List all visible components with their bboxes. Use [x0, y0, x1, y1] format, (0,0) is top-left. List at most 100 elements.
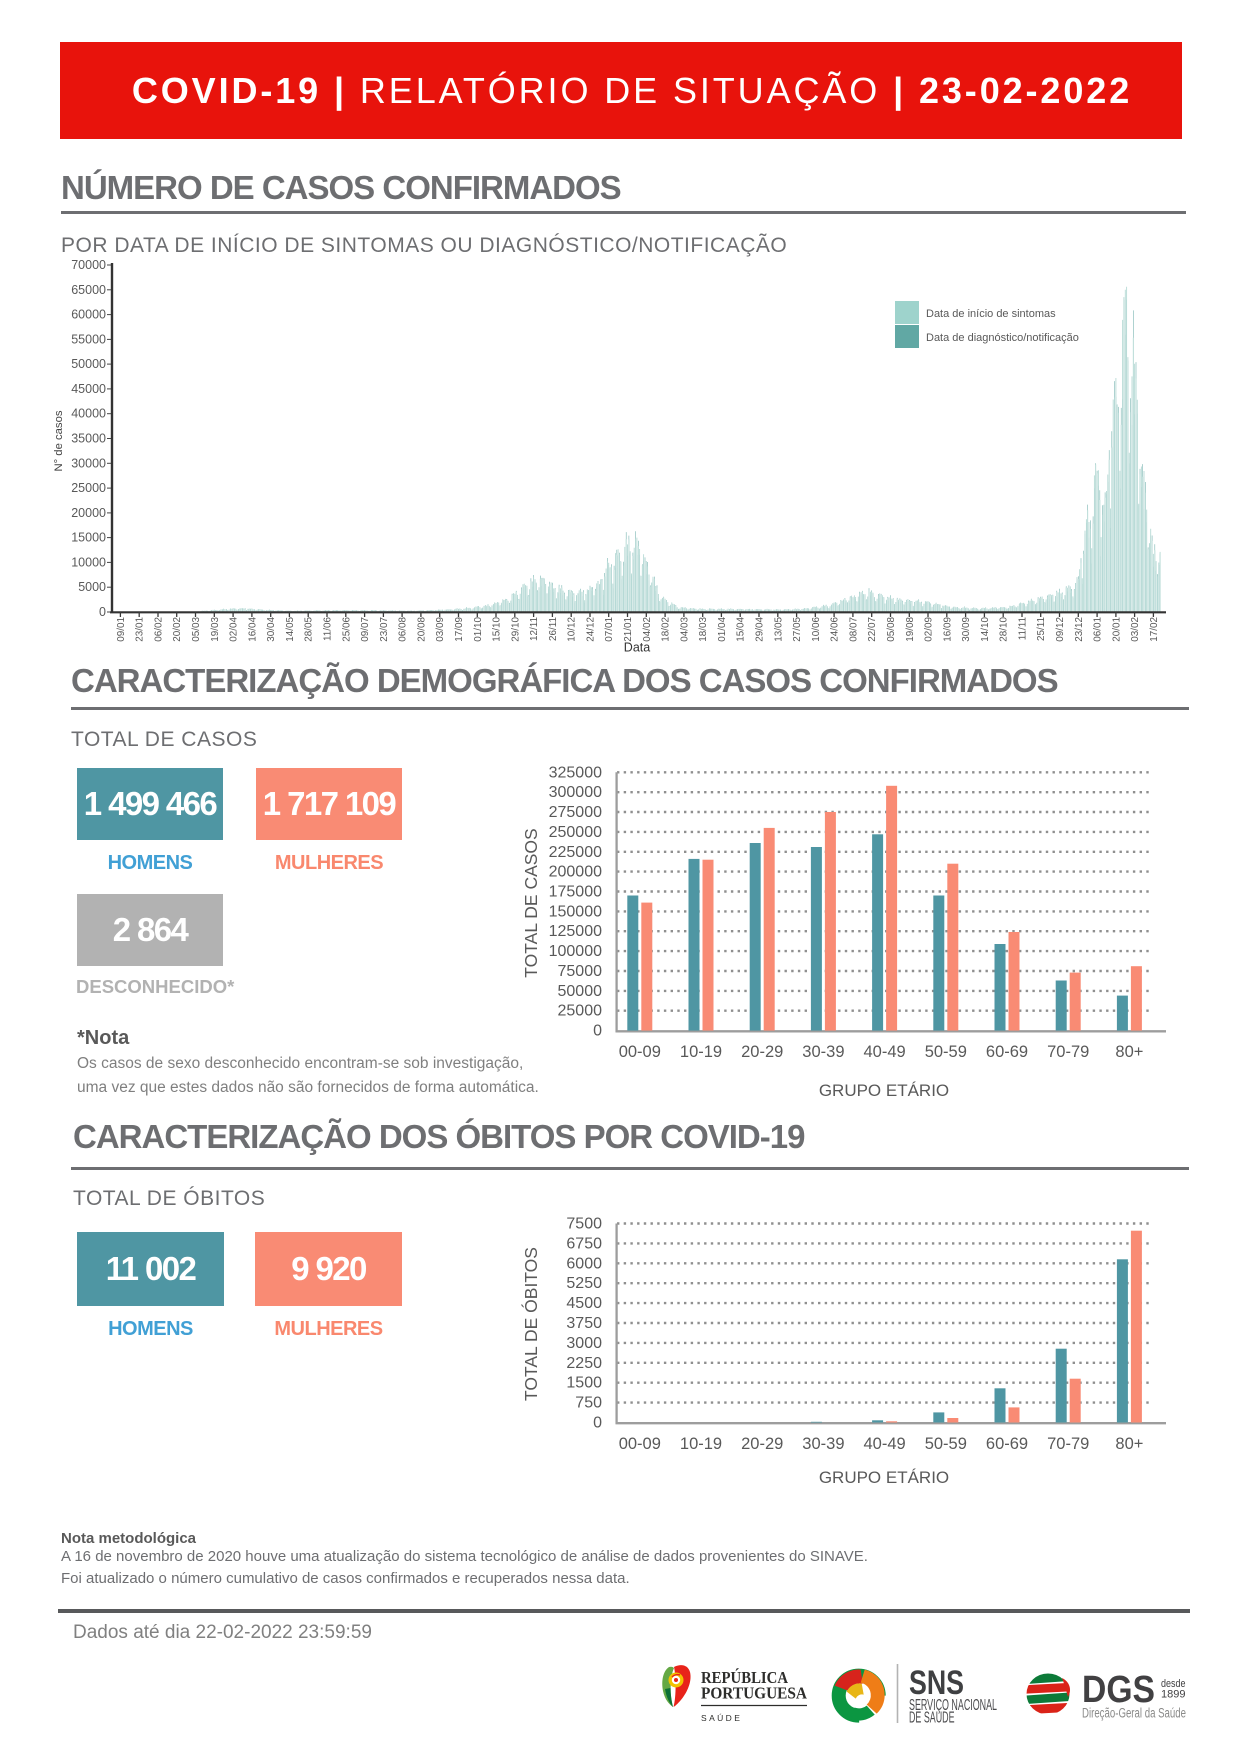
- svg-text:25/06: 25/06: [341, 616, 352, 641]
- svg-text:TOTAL DE ÓBITOS: TOTAL DE ÓBITOS: [520, 1247, 541, 1401]
- svg-text:29/10: 29/10: [510, 616, 521, 641]
- svg-text:275000: 275000: [549, 804, 602, 821]
- svg-text:6750: 6750: [566, 1235, 602, 1252]
- svg-text:22/07: 22/07: [867, 617, 878, 642]
- svg-text:0: 0: [593, 1415, 602, 1432]
- svg-text:N° de casos: N° de casos: [53, 410, 65, 471]
- svg-text:14/10: 14/10: [980, 616, 991, 641]
- svg-text:16/04: 16/04: [247, 616, 258, 641]
- svg-text:200000: 200000: [549, 864, 602, 881]
- svg-text:750: 750: [575, 1395, 602, 1412]
- svg-text:100000: 100000: [549, 943, 602, 960]
- svg-text:26/11: 26/11: [548, 616, 559, 640]
- svg-text:20/08: 20/08: [416, 616, 427, 641]
- svg-text:60-69: 60-69: [986, 1435, 1028, 1453]
- svg-text:09/12: 09/12: [1055, 617, 1066, 642]
- svg-text:75000: 75000: [558, 963, 603, 980]
- svg-text:19/08: 19/08: [905, 616, 916, 641]
- svg-text:03/09: 03/09: [435, 616, 446, 641]
- svg-text:30/09: 30/09: [961, 616, 972, 641]
- svg-text:7500: 7500: [566, 1216, 602, 1233]
- svg-text:DE SAÚDE: DE SAÚDE: [909, 1708, 955, 1727]
- svg-text:25/11: 25/11: [1036, 616, 1047, 640]
- svg-text:10-19: 10-19: [680, 1043, 722, 1061]
- svg-text:01/10: 01/10: [473, 616, 484, 641]
- svg-text:04/03: 04/03: [679, 616, 690, 641]
- svg-text:28/10: 28/10: [999, 616, 1010, 641]
- svg-text:50-59: 50-59: [925, 1043, 967, 1061]
- svg-text:20/02: 20/02: [172, 617, 183, 642]
- svg-text:09/07: 09/07: [360, 617, 371, 642]
- svg-text:24/12: 24/12: [586, 617, 597, 642]
- svg-text:11/06: 11/06: [323, 616, 334, 640]
- svg-text:02/04: 02/04: [229, 616, 240, 641]
- svg-text:27/05: 27/05: [792, 616, 803, 641]
- svg-text:55000: 55000: [71, 332, 106, 346]
- svg-text:30-39: 30-39: [802, 1043, 844, 1061]
- svg-text:10/06: 10/06: [811, 616, 822, 641]
- svg-text:18/03: 18/03: [698, 616, 709, 641]
- svg-text:20-29: 20-29: [741, 1043, 783, 1061]
- svg-text:23/12: 23/12: [1074, 617, 1085, 642]
- svg-text:70000: 70000: [71, 258, 106, 272]
- svg-text:29/04: 29/04: [755, 616, 766, 641]
- svg-text:40-49: 40-49: [863, 1043, 905, 1061]
- svg-text:30-39: 30-39: [802, 1435, 844, 1453]
- svg-text:SERVIÇO NACIONAL: SERVIÇO NACIONAL: [909, 1697, 997, 1714]
- svg-text:0: 0: [593, 1023, 602, 1040]
- svg-text:16/09: 16/09: [942, 616, 953, 641]
- svg-text:2250: 2250: [566, 1355, 602, 1372]
- svg-text:28/05: 28/05: [304, 616, 315, 641]
- svg-text:60000: 60000: [71, 308, 106, 322]
- svg-text:DGS: DGS: [1082, 1669, 1155, 1711]
- svg-text:REPÚBLICA: REPÚBLICA: [701, 1668, 789, 1687]
- svg-text:125000: 125000: [549, 923, 602, 940]
- svg-text:50000: 50000: [71, 357, 106, 371]
- svg-text:desde: desde: [1161, 1678, 1186, 1690]
- svg-text:17/02: 17/02: [1149, 617, 1160, 642]
- svg-text:15/10: 15/10: [492, 616, 503, 641]
- svg-text:23/07: 23/07: [379, 617, 390, 642]
- svg-text:01/04: 01/04: [717, 616, 728, 641]
- svg-text:1500: 1500: [566, 1375, 602, 1392]
- svg-text:TOTAL DE CASOS: TOTAL DE CASOS: [521, 828, 541, 977]
- svg-text:09/01: 09/01: [116, 616, 127, 641]
- svg-text:175000: 175000: [549, 884, 602, 901]
- svg-text:60-69: 60-69: [986, 1043, 1028, 1061]
- svg-text:0: 0: [99, 605, 106, 619]
- svg-text:80+: 80+: [1115, 1435, 1143, 1453]
- svg-text:150000: 150000: [549, 903, 602, 920]
- svg-text:05/08: 05/08: [886, 616, 897, 641]
- svg-text:Data: Data: [624, 641, 650, 655]
- svg-text:3750: 3750: [566, 1315, 602, 1332]
- svg-text:06/02: 06/02: [154, 617, 165, 642]
- svg-text:5000: 5000: [78, 580, 106, 594]
- svg-text:Data de diagnóstico/notificaçã: Data de diagnóstico/notificação: [926, 332, 1079, 344]
- svg-text:250000: 250000: [549, 824, 602, 841]
- svg-text:GRUPO ETÁRIO: GRUPO ETÁRIO: [819, 1081, 949, 1100]
- svg-text:00-09: 00-09: [619, 1435, 661, 1453]
- svg-text:65000: 65000: [71, 283, 106, 297]
- svg-text:00-09: 00-09: [619, 1043, 661, 1061]
- svg-text:07/01: 07/01: [604, 616, 615, 641]
- svg-text:70-79: 70-79: [1047, 1435, 1089, 1453]
- svg-text:18/02: 18/02: [661, 617, 672, 642]
- svg-text:15/04: 15/04: [736, 616, 747, 641]
- svg-text:300000: 300000: [549, 784, 602, 801]
- svg-text:12/11: 12/11: [529, 616, 540, 640]
- svg-text:PORTUGUESA: PORTUGUESA: [701, 1684, 808, 1703]
- svg-text:14/05: 14/05: [285, 616, 296, 641]
- svg-text:04/02: 04/02: [642, 617, 653, 642]
- svg-text:13/05: 13/05: [773, 616, 784, 641]
- svg-text:10-19: 10-19: [680, 1435, 722, 1453]
- svg-text:45000: 45000: [71, 382, 106, 396]
- svg-text:325000: 325000: [549, 764, 602, 781]
- svg-text:08/07: 08/07: [848, 617, 859, 642]
- svg-text:Data de início de sintomas: Data de início de sintomas: [926, 308, 1056, 320]
- svg-text:40-49: 40-49: [863, 1435, 905, 1453]
- svg-text:SAÚDE: SAÚDE: [701, 1713, 742, 1723]
- svg-text:4500: 4500: [566, 1295, 602, 1312]
- svg-text:1899: 1899: [1161, 1689, 1186, 1701]
- svg-text:21/01: 21/01: [623, 616, 634, 641]
- svg-text:17/09: 17/09: [454, 616, 465, 641]
